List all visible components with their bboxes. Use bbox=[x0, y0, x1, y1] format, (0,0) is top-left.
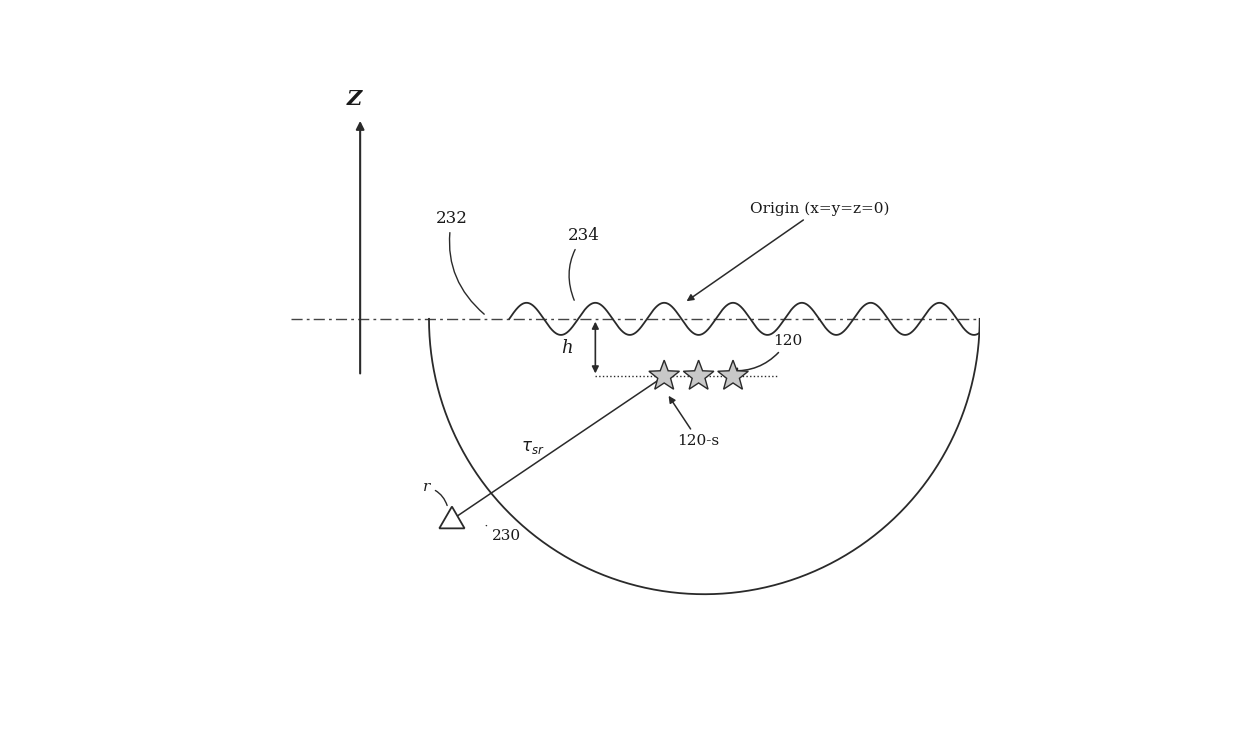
Text: Z: Z bbox=[347, 89, 362, 110]
Text: 120: 120 bbox=[732, 334, 802, 374]
Text: 234: 234 bbox=[568, 227, 600, 300]
Text: 230: 230 bbox=[486, 525, 521, 542]
Text: 120-s: 120-s bbox=[670, 397, 719, 448]
Text: h: h bbox=[560, 338, 573, 357]
Text: Origin (x=y=z=0): Origin (x=y=z=0) bbox=[688, 201, 890, 300]
Text: 232: 232 bbox=[436, 210, 485, 314]
Text: r: r bbox=[423, 480, 448, 506]
Polygon shape bbox=[718, 360, 748, 389]
Polygon shape bbox=[649, 360, 680, 389]
Polygon shape bbox=[683, 360, 714, 389]
Text: $\tau_{sr}$: $\tau_{sr}$ bbox=[521, 439, 544, 456]
Polygon shape bbox=[439, 507, 465, 528]
